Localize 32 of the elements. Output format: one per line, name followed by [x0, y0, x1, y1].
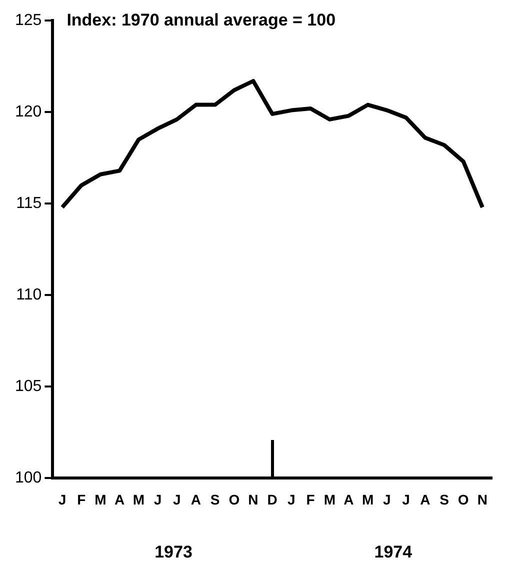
x-tick-label: J [288, 491, 296, 508]
x-tick-label: N [477, 491, 488, 508]
y-tick-label: 120 [14, 104, 42, 121]
x-tick-label: M [362, 491, 374, 508]
text: 1974 [374, 542, 413, 562]
x-tick-label: M [94, 491, 106, 508]
y-tick-label: 115 [16, 195, 42, 212]
x-tick-label: F [77, 491, 86, 508]
x-tick-label: S [210, 491, 220, 508]
x-tick-label: O [228, 491, 240, 508]
y-tick-label: 125 [14, 12, 42, 30]
y-tick-label: 105 [14, 378, 42, 396]
x-tick-label: M [132, 491, 144, 508]
x-tick-label: A [190, 491, 202, 508]
x-tick-label: M [324, 491, 336, 508]
x-tick-label: J [402, 491, 410, 508]
x-tick-label: A [344, 491, 354, 508]
x-tick-label: S [440, 491, 449, 508]
x-tick-label: D [267, 491, 278, 508]
x-tick-label: O [458, 491, 469, 508]
x-tick-label: F [306, 491, 316, 508]
x-tick-label: J [383, 491, 391, 508]
x-tick-label: J [58, 491, 66, 508]
y-tick-label: 110 [16, 286, 42, 304]
x-tick-label: J [154, 491, 162, 508]
x-tick-label: A [420, 491, 430, 508]
chart-title: Index: 1970 annual average = 100 [66, 10, 336, 30]
x-tick-label: N [248, 491, 258, 508]
y-tick-label: 100 [14, 470, 42, 487]
x-tick-label: A [114, 491, 125, 508]
x-tick-label: J [172, 491, 181, 508]
text: 1973 [154, 542, 192, 562]
